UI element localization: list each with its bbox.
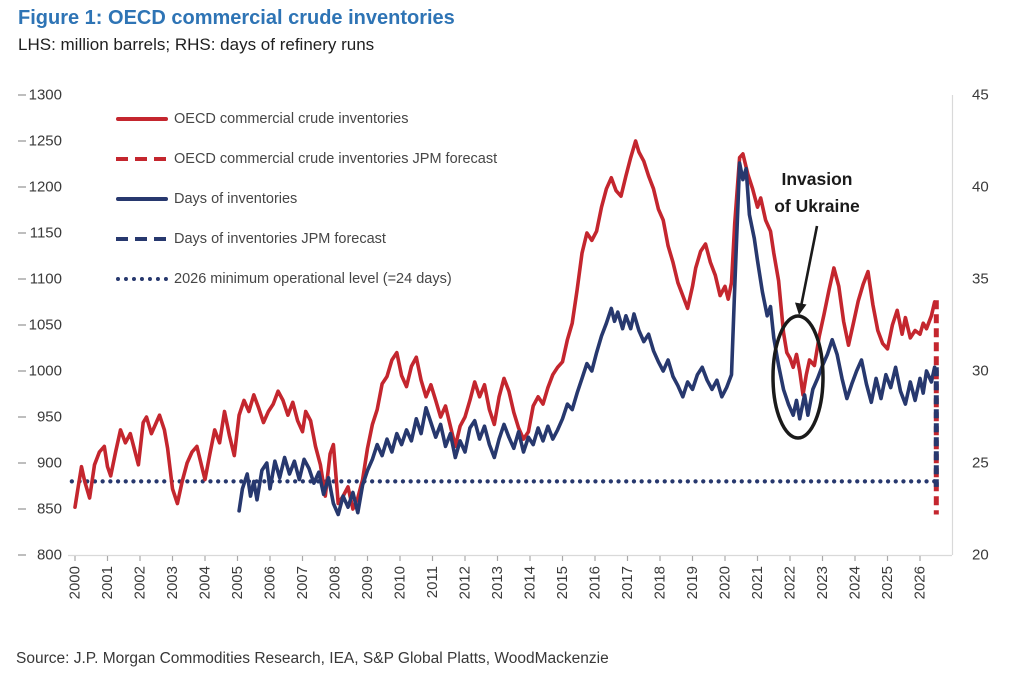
x-tick-label: 2006 xyxy=(262,566,279,599)
x-tick-label: 2005 xyxy=(229,566,246,599)
x-tick-label: 2020 xyxy=(717,566,734,599)
x-tick-label: 2008 xyxy=(327,566,344,599)
red-solid-line-swatch xyxy=(116,116,168,122)
series-line-0 xyxy=(73,139,937,511)
legend-label: Days of inventories JPM forecast xyxy=(174,231,386,247)
source-text: Source: J.P. Morgan Commodities Research… xyxy=(16,650,609,667)
y-right-tick-label: 40 xyxy=(972,179,989,196)
x-tick-label: 2016 xyxy=(587,566,604,599)
navy-solid-line-swatch xyxy=(116,196,168,202)
chart-legend: OECD commercial crude inventories OECD c… xyxy=(116,99,497,299)
x-tick-label: 2025 xyxy=(879,566,896,599)
y-left-tick-label: 1300 xyxy=(29,87,62,104)
y-left-tick-label: 1050 xyxy=(29,317,62,334)
legend-label: Days of inventories xyxy=(174,191,298,207)
invasion-of-ukraine-annotation: Invasion of Ukraine xyxy=(743,166,891,220)
legend-label: 2026 minimum operational level (=24 days… xyxy=(174,271,452,287)
x-tick-label: 2019 xyxy=(684,566,701,599)
y-right-tick-label: 45 xyxy=(972,87,989,104)
annotation-ellipse xyxy=(771,314,825,440)
y-right-tick-label: 25 xyxy=(972,455,989,472)
legend-item-days-forecast: Days of inventories JPM forecast xyxy=(116,219,497,259)
navy-dotted-line-swatch xyxy=(116,277,168,281)
x-tick-label: 2007 xyxy=(294,566,311,599)
figure-subtitle: LHS: million barrels; RHS: days of refin… xyxy=(18,35,375,54)
x-tick-label: 2001 xyxy=(99,566,116,599)
x-tick-label: 2015 xyxy=(554,566,571,599)
y-left-tick-label: 1200 xyxy=(29,179,62,196)
legend-label: OECD commercial crude inventories xyxy=(174,111,409,127)
x-tick-label: 2026 xyxy=(912,566,929,599)
y-left-tick-label: 1150 xyxy=(30,225,62,242)
annotation-arrow-shaft xyxy=(800,225,819,305)
y-left-tick-label: 1250 xyxy=(29,133,62,150)
x-tick-label: 2002 xyxy=(132,566,149,599)
x-tick-label: 2004 xyxy=(197,566,214,599)
y-right-tick-label: 20 xyxy=(972,547,989,564)
y-left-tick-label: 1000 xyxy=(29,363,62,380)
y-right-tick-label: 30 xyxy=(972,363,989,380)
x-tick-label: 2022 xyxy=(782,566,799,599)
annotation-line-2: of Ukraine xyxy=(774,196,860,217)
x-tick-label: 2009 xyxy=(359,566,376,599)
figure-title: Figure 1: OECD commercial crude inventor… xyxy=(18,7,455,29)
y-left-tick-label: 800 xyxy=(37,547,62,564)
y-left-tick-label: 850 xyxy=(37,501,62,518)
legend-item-oecd-inventories-forecast: OECD commercial crude inventories JPM fo… xyxy=(116,139,497,179)
annotation-line-1: Invasion xyxy=(781,169,853,189)
x-tick-label: 2024 xyxy=(847,566,864,599)
legend-label: OECD commercial crude inventories JPM fo… xyxy=(174,151,498,167)
legend-item-oecd-inventories: OECD commercial crude inventories xyxy=(116,99,497,139)
x-tick-label: 2010 xyxy=(392,566,409,599)
x-tick-label: 2023 xyxy=(814,566,831,599)
legend-item-days-of-inventories: Days of inventories xyxy=(116,179,497,219)
x-tick-label: 2012 xyxy=(457,566,474,599)
y-left-tick-label: 900 xyxy=(37,455,62,472)
x-tick-label: 2000 xyxy=(67,566,84,599)
x-tick-label: 2014 xyxy=(522,566,539,599)
x-tick-label: 2017 xyxy=(619,566,636,599)
red-dashed-line-swatch xyxy=(116,156,168,162)
x-tick-label: 2003 xyxy=(164,566,181,599)
x-tick-label: 2013 xyxy=(489,566,506,599)
annotation-arrow-head xyxy=(795,302,807,315)
series-line-2 xyxy=(237,161,937,517)
x-tick-label: 2011 xyxy=(424,566,441,598)
y-right-tick-label: 35 xyxy=(972,271,989,288)
x-tick-label: 2021 xyxy=(749,566,766,599)
y-left-tick-label: 950 xyxy=(37,409,62,426)
navy-dashed-line-swatch xyxy=(116,236,168,242)
legend-item-minimum-level: 2026 minimum operational level (=24 days… xyxy=(116,259,497,299)
y-left-tick-label: 1100 xyxy=(30,271,62,288)
x-tick-label: 2018 xyxy=(652,566,669,599)
